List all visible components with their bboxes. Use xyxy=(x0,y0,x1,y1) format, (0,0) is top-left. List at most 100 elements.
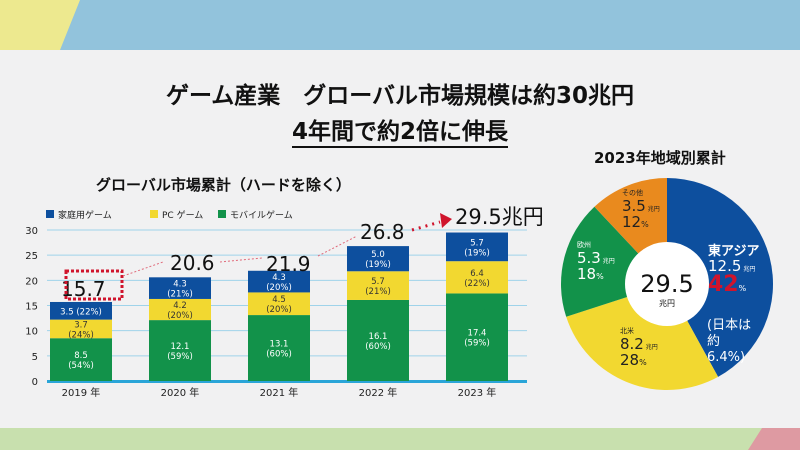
bar-segment xyxy=(50,338,112,381)
bar-data-label: 16.1 xyxy=(369,332,388,342)
x-tick-label: 2021 年 xyxy=(260,386,299,399)
legend-swatch xyxy=(150,210,158,218)
x-axis xyxy=(47,380,527,383)
y-tick-label: 15 xyxy=(25,302,38,313)
pie-region-name: その他 xyxy=(622,188,643,197)
y-tick-label: 5 xyxy=(32,352,38,363)
pie-unit: 兆円 xyxy=(741,265,755,273)
total-label: 15.7 xyxy=(61,277,106,301)
bar-data-label: 5.7 xyxy=(371,277,385,287)
total-label: 26.8 xyxy=(360,220,405,244)
top-band xyxy=(0,0,800,50)
pie-note: (日本は xyxy=(707,318,751,333)
y-tick-label: 30 xyxy=(25,226,38,237)
bottom-accent xyxy=(748,428,800,450)
arrow-head xyxy=(440,213,452,228)
pie-region-name: 東アジア xyxy=(708,243,759,259)
bar-data-label: 3.5 (22%) xyxy=(60,307,102,317)
bar-percent-label: (24%) xyxy=(68,330,94,340)
subtitle-text: 4年間で約2倍に伸長 xyxy=(291,119,508,148)
legend-swatch xyxy=(218,210,226,218)
bar-percent-label: (19%) xyxy=(464,248,490,258)
percent-sign: % xyxy=(639,358,647,367)
bar-percent-label: (21%) xyxy=(365,287,391,297)
pie-unit: 兆円 xyxy=(646,205,660,213)
legend-label: 家庭用ゲーム xyxy=(58,209,112,221)
bar-data-label: 4.3 xyxy=(272,273,286,283)
pie-slice xyxy=(667,178,773,377)
bar-segment xyxy=(248,315,310,381)
percent-sign: % xyxy=(739,284,747,293)
bar-segment xyxy=(149,277,211,299)
growth-arrow xyxy=(219,257,263,263)
bar-segment xyxy=(446,293,508,381)
bar-percent-label: (22%) xyxy=(464,279,490,289)
bar-segment xyxy=(347,246,409,272)
pie-center-value: 29.5 xyxy=(640,270,693,298)
bar-segment xyxy=(446,261,508,294)
x-tick-label: 2019 年 xyxy=(62,386,101,399)
bar-data-label: 3.7 xyxy=(74,320,88,330)
pie-center-unit: 兆円 xyxy=(659,298,675,308)
bar-segment xyxy=(149,298,211,321)
x-tick-label: 2020 年 xyxy=(161,386,200,399)
top-accent xyxy=(0,0,80,50)
legend-label: モバイルゲーム xyxy=(230,209,293,221)
bar-percent-label: (59%) xyxy=(167,352,193,362)
legend-label: PC ゲーム xyxy=(162,209,203,221)
bar-segment xyxy=(446,232,508,262)
bar-segment xyxy=(248,292,310,316)
percent-sign: % xyxy=(641,220,649,229)
bar-data-label: 5.7 xyxy=(470,238,484,248)
bar-segment xyxy=(149,320,211,381)
bar-percent-label: (60%) xyxy=(365,342,391,352)
bar-percent-label: (20%) xyxy=(266,283,292,293)
pie-note: 約 xyxy=(707,334,720,349)
bar-data-label: 13.1 xyxy=(270,340,289,350)
bar-data-label: 6.4 xyxy=(470,269,484,279)
bar-data-label: 4.3 xyxy=(173,280,187,290)
bar-segment xyxy=(50,319,112,339)
highlight-box xyxy=(64,269,124,301)
bar-percent-label: (20%) xyxy=(266,305,292,315)
bar-data-label: 4.5 xyxy=(272,295,286,305)
bar-data-label: 4.2 xyxy=(173,301,187,311)
y-tick-label: 25 xyxy=(25,251,38,262)
bar-percent-label: (59%) xyxy=(464,339,490,349)
bar-percent-label: (21%) xyxy=(167,290,193,300)
donut-hole xyxy=(625,242,709,326)
bar-data-label: 5.0 xyxy=(371,250,385,260)
bar-percent-label: (20%) xyxy=(167,311,193,321)
pie-note: 6.4%) xyxy=(707,350,745,365)
pie-unit: 兆円 xyxy=(601,257,615,265)
bar-percent-label: (60%) xyxy=(266,350,292,360)
bar-segment xyxy=(347,271,409,300)
bar-chart-title: グローバル市場累計（ハードを除く） xyxy=(96,176,351,194)
bar-percent-label: (19%) xyxy=(365,260,391,270)
legend-swatch xyxy=(46,210,54,218)
pie-unit: 兆円 xyxy=(644,343,658,351)
bar-data-label: 12.1 xyxy=(171,342,190,352)
growth-arrow xyxy=(411,220,441,232)
pie-region-name: 欧州 xyxy=(577,240,591,249)
percent-sign: % xyxy=(596,272,604,281)
bar-segment xyxy=(347,299,409,381)
slide-title: ゲーム産業 グローバル市場規模は約30兆円 xyxy=(165,83,635,109)
total-label: 21.9 xyxy=(266,252,311,276)
y-tick-label: 20 xyxy=(25,276,38,287)
x-tick-label: 2022 年 xyxy=(359,386,398,399)
bar-segment xyxy=(50,301,112,320)
growth-arrow xyxy=(317,235,358,257)
y-tick-label: 0 xyxy=(32,377,38,388)
bar-data-label: 17.4 xyxy=(468,329,487,339)
total-label: 20.6 xyxy=(170,251,215,275)
bottom-band xyxy=(0,428,800,450)
x-tick-label: 2023 年 xyxy=(458,386,497,399)
bar-segment xyxy=(248,270,310,293)
bar-data-label: 8.5 xyxy=(74,351,88,361)
total-label: 29.5兆円 xyxy=(455,205,544,229)
slide-subtitle: 4年間で約2倍に伸長 xyxy=(0,112,800,148)
pie-region-name: 北米 xyxy=(620,326,634,335)
